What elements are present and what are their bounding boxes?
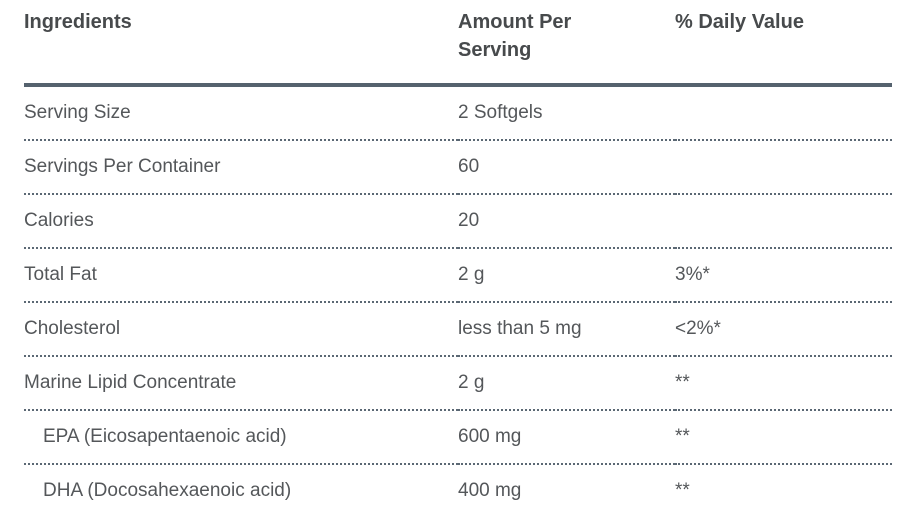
ingredient-cell: Cholesterol [24,302,458,357]
amount-cell: 60 [458,140,675,195]
ingredient-cell: Servings Per Container [24,140,458,195]
table-row-total-fat: Total Fat 2 g 3%* [24,248,892,303]
supplement-facts-table: Ingredients Amount Per Serving % Daily V… [24,8,892,517]
amount-cell: 2 g [458,248,675,303]
amount-cell: 2 g [458,356,675,411]
table-row-dha: DHA (Docosahexaenoic acid) 400 mg ** [24,464,892,517]
daily-value-cell [675,194,892,249]
ingredient-cell: Calories [24,194,458,249]
ingredient-cell: DHA (Docosahexaenoic acid) [43,480,292,501]
ingredient-cell: Marine Lipid Concentrate [24,356,458,411]
daily-value-cell [675,85,892,141]
header-amount-per-serving: Amount Per Serving [458,8,675,85]
table-row-epa: EPA (Eicosapentaenoic acid) 600 mg ** [24,410,892,465]
daily-value-cell: <2%* [675,302,892,357]
header-daily-value: % Daily Value [675,11,804,33]
table-header-row: Ingredients Amount Per Serving % Daily V… [24,8,892,85]
daily-value-cell: ** [675,480,690,501]
table-row-calories: Calories 20 [24,194,892,249]
header-ingredients: Ingredients [24,11,132,33]
amount-cell: 2 Softgels [458,85,675,141]
ingredient-cell: Serving Size [24,85,458,141]
table-row-servings-per-container: Servings Per Container 60 [24,140,892,195]
amount-cell: 600 mg [458,410,675,465]
ingredient-cell: Total Fat [24,248,458,303]
header-amount-per-serving-label: Amount Per Serving [458,11,572,61]
amount-cell: 400 mg [458,480,522,501]
daily-value-cell [675,140,892,195]
amount-cell: less than 5 mg [458,302,675,357]
amount-cell: 20 [458,194,675,249]
table-row-cholesterol: Cholesterol less than 5 mg <2%* [24,302,892,357]
daily-value-cell: ** [675,356,892,411]
table-row-serving-size: Serving Size 2 Softgels [24,85,892,141]
daily-value-cell: ** [675,410,892,465]
daily-value-cell: 3%* [675,248,892,303]
table-row-marine-lipid-concentrate: Marine Lipid Concentrate 2 g ** [24,356,892,411]
ingredient-cell: EPA (Eicosapentaenoic acid) [24,410,458,465]
